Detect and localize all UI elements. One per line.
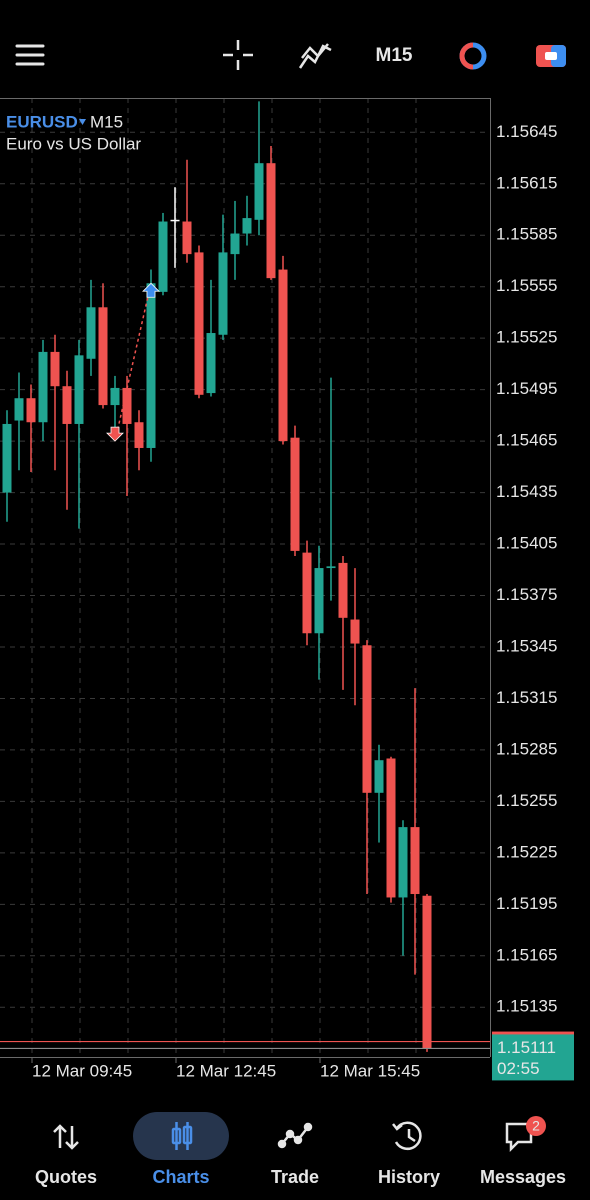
y-tick-label: 1.15195	[496, 894, 557, 913]
bid-label: 1.15111	[497, 1038, 556, 1057]
candle-body	[2, 423, 12, 493]
symbol-dropdown[interactable]	[79, 119, 86, 125]
countdown: 02:55	[497, 1059, 540, 1078]
one-click-trading-button[interactable]	[536, 45, 566, 67]
y-tick-label: 1.15315	[496, 688, 557, 707]
quotes-icon	[53, 1124, 79, 1150]
candle-body	[206, 333, 216, 394]
candle-body	[170, 219, 180, 222]
candle-body	[314, 568, 324, 634]
timeframe-button[interactable]: M15	[376, 45, 413, 66]
y-tick-label: 1.15255	[496, 791, 557, 810]
menu-button[interactable]	[15, 44, 45, 66]
bid-label-box	[492, 1034, 574, 1081]
y-tick-label: 1.15285	[496, 739, 557, 758]
candle-body	[146, 283, 156, 448]
y-tick-label: 1.15465	[496, 431, 557, 450]
candle-body	[86, 307, 96, 359]
nav-trade[interactable]: Trade	[271, 1167, 319, 1187]
y-tick-label: 1.15225	[496, 842, 557, 861]
y-tick-label: 1.15165	[496, 945, 557, 964]
x-tick-label: 12 Mar 15:45	[320, 1061, 420, 1080]
candle-body	[266, 163, 276, 279]
plot-area	[0, 98, 490, 1057]
y-tick-label: 1.15585	[496, 225, 557, 244]
chart-timeframe: M15	[90, 112, 123, 131]
y-tick-label: 1.15495	[496, 379, 557, 398]
candle-body	[74, 355, 84, 424]
symbol-description: Euro vs US Dollar	[6, 134, 141, 153]
y-tick-label: 1.15525	[496, 328, 557, 347]
candle-body	[422, 895, 432, 1049]
candle-body	[398, 827, 408, 898]
candle-body	[290, 437, 300, 551]
candle-body	[218, 252, 228, 335]
candle-body	[38, 351, 48, 423]
nav-charts[interactable]: Charts	[152, 1167, 209, 1187]
y-tick-label: 1.15555	[496, 276, 557, 295]
candle-body	[134, 422, 144, 448]
candle-body	[26, 398, 36, 423]
candle-body	[338, 562, 348, 618]
nav-bar	[0, 1098, 590, 1200]
badge-bubble	[526, 1116, 546, 1136]
candle-body	[374, 760, 384, 793]
nav-quotes[interactable]: Quotes	[35, 1167, 97, 1187]
candle-body	[50, 351, 60, 387]
y-tick-label: 1.15405	[496, 534, 557, 553]
candle-body	[230, 233, 240, 255]
messages-badge: 2	[532, 1118, 540, 1134]
y-tick-label: 1.15345	[496, 636, 557, 655]
indicators-button[interactable]	[298, 43, 332, 69]
trade-arrow	[106, 426, 124, 442]
y-tick-label: 1.15615	[496, 173, 557, 192]
candle-body	[362, 645, 372, 793]
candle-body	[350, 619, 360, 644]
candle-body	[410, 827, 420, 895]
charts-icon	[171, 1122, 193, 1150]
x-tick-label: 12 Mar 12:45	[176, 1061, 276, 1080]
y-tick-label: 1.15135	[496, 997, 557, 1016]
candle-body	[14, 398, 24, 421]
candle-body	[122, 387, 132, 424]
nav-history[interactable]: History	[378, 1167, 440, 1187]
candle-body	[326, 566, 336, 569]
history-icon	[392, 1121, 422, 1151]
y-tick-label: 1.15375	[496, 585, 557, 604]
trade-arrow	[142, 282, 160, 298]
candle-body	[386, 758, 396, 898]
symbol[interactable]: EURUSD	[6, 112, 78, 131]
y-tick-label: 1.15435	[496, 482, 557, 501]
candle-body	[62, 386, 72, 424]
candle-body	[278, 269, 288, 442]
candle-body	[182, 221, 192, 255]
trade-icon	[277, 1122, 313, 1149]
trade-link	[114, 283, 152, 442]
candle-body	[98, 307, 108, 406]
candle-body	[242, 218, 252, 234]
crosshair-button[interactable]	[223, 40, 253, 70]
candle-body	[158, 221, 168, 292]
candle-body	[194, 252, 204, 395]
candle-body	[302, 552, 312, 634]
nav-messages[interactable]: Messages	[480, 1167, 566, 1187]
trade-history-button[interactable]	[459, 42, 487, 70]
candle-body	[110, 387, 120, 406]
y-tick-label: 1.15645	[496, 122, 557, 141]
candle-body	[254, 163, 264, 220]
x-tick-label: 12 Mar 09:45	[32, 1061, 132, 1080]
